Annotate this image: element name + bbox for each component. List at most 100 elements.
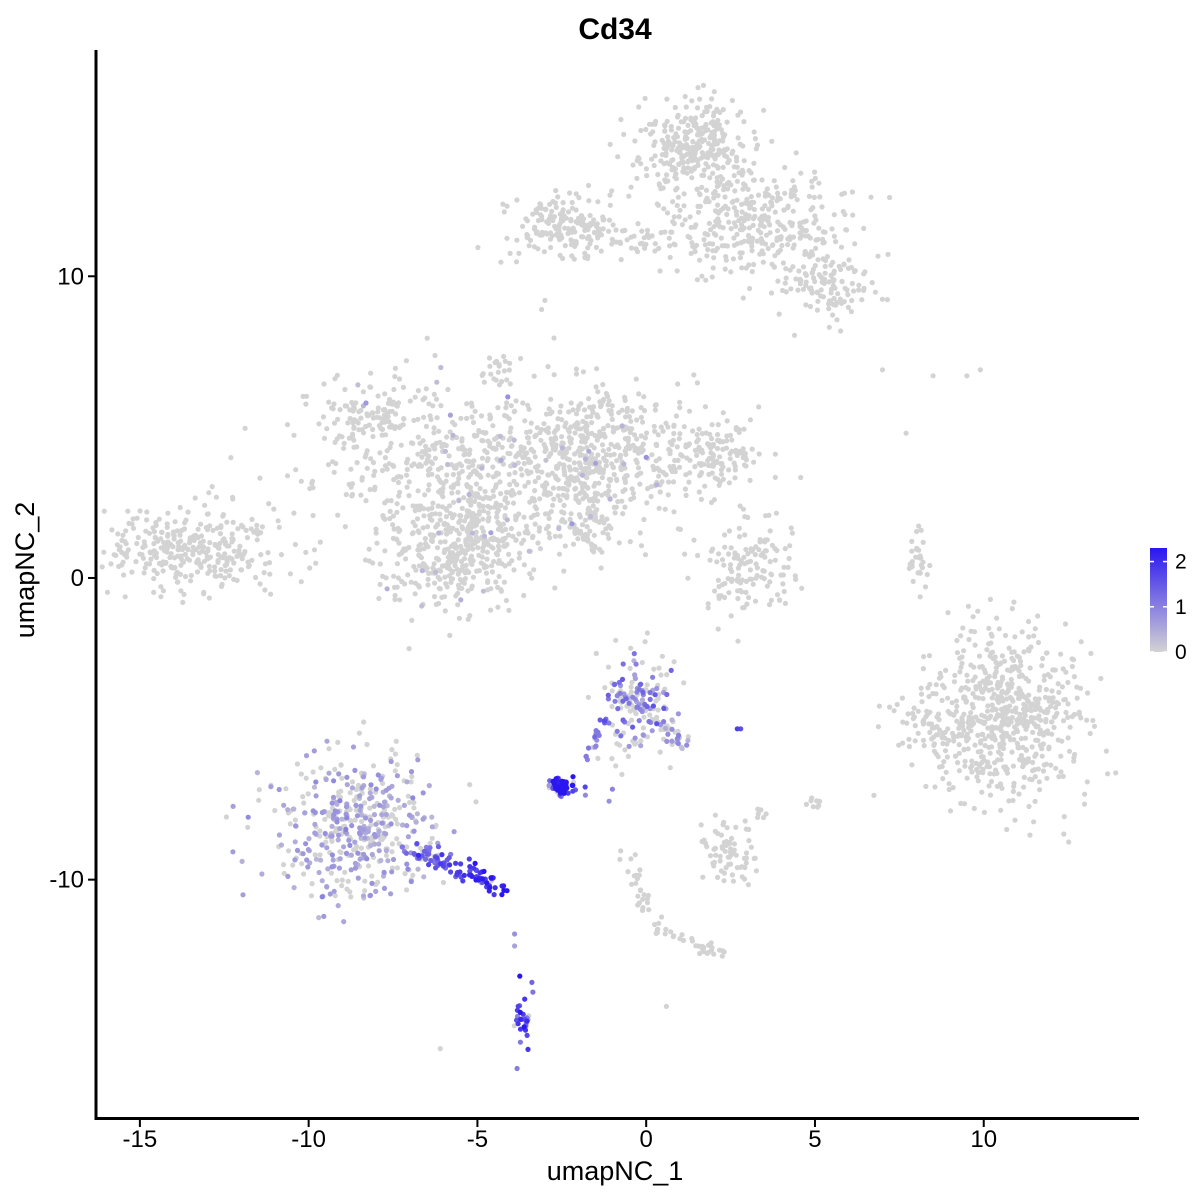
cell-point [789, 530, 796, 536]
cell-point [271, 506, 277, 512]
cell-point [222, 562, 228, 569]
cell-point [841, 299, 847, 305]
cell-point [504, 377, 510, 383]
cell-point [171, 536, 177, 542]
cell-point [492, 446, 498, 452]
cell-point [357, 825, 363, 831]
cell-point [633, 872, 639, 879]
cell-point [481, 533, 488, 539]
cell-point [318, 857, 324, 863]
cell-point [440, 879, 447, 886]
cell-point [1043, 716, 1049, 723]
cell-point [381, 869, 387, 876]
cell-point [616, 410, 622, 416]
cell-point [417, 547, 423, 553]
cell-point [238, 567, 245, 573]
cell-point [330, 794, 337, 801]
cell-point [452, 541, 458, 547]
cell-point [640, 419, 646, 425]
cell-point [906, 565, 912, 572]
cell-point [473, 877, 479, 883]
cell-point [758, 236, 764, 242]
cell-point [665, 492, 671, 498]
cell-point [453, 860, 459, 866]
cell-point [1049, 719, 1055, 725]
cell-point [706, 220, 713, 226]
cell-point [1021, 784, 1027, 790]
cell-point [1033, 724, 1039, 730]
cell-point [159, 529, 165, 535]
cell-point [702, 483, 708, 489]
cell-point [741, 158, 747, 164]
cell-point [587, 212, 593, 219]
cell-point [412, 394, 418, 400]
cell-point [576, 195, 582, 201]
cell-point [762, 548, 769, 554]
cell-point [125, 547, 131, 553]
cell-point [715, 626, 721, 632]
cell-point [412, 591, 418, 597]
cell-point [331, 778, 337, 784]
cell-point [206, 563, 212, 569]
cell-point [495, 369, 501, 375]
cell-point [974, 774, 980, 780]
cell-point [482, 488, 488, 495]
cell-point [337, 856, 343, 862]
cell-point [661, 145, 667, 151]
cell-point [648, 493, 654, 500]
cell-point [710, 170, 716, 176]
cell-point [596, 226, 602, 232]
cell-point [498, 259, 504, 265]
cell-point [487, 505, 493, 511]
cell-point [463, 451, 469, 457]
cell-point [1069, 714, 1075, 720]
cell-point [733, 447, 739, 453]
cell-point [594, 366, 600, 372]
cell-point [409, 773, 415, 780]
cell-point [633, 880, 639, 886]
cell-point [694, 380, 701, 386]
cell-point [879, 296, 886, 302]
cell-point [584, 524, 590, 530]
cell-point [939, 763, 945, 770]
cell-point [946, 781, 952, 787]
cell-point [455, 489, 461, 495]
cell-point [775, 219, 781, 225]
cell-point [354, 460, 360, 466]
cell-point [545, 425, 552, 431]
cell-point [331, 812, 337, 818]
cell-point [637, 481, 643, 487]
cell-point [236, 547, 242, 553]
cell-point [501, 368, 507, 374]
cell-point [699, 447, 705, 453]
cell-point [403, 556, 409, 562]
cell-point [745, 559, 751, 565]
cell-point [887, 704, 893, 710]
cell-point [676, 436, 682, 442]
cell-point [590, 503, 596, 509]
cell-point [793, 576, 799, 583]
cell-point [359, 785, 365, 791]
cell-point [1006, 645, 1012, 651]
cell-point [310, 769, 316, 775]
cell-point [493, 550, 499, 557]
cell-point [316, 869, 322, 876]
cell-point [959, 660, 965, 667]
cell-point [496, 363, 502, 369]
cell-point [619, 498, 625, 504]
cell-point [420, 525, 426, 531]
cell-point [379, 812, 385, 818]
cell-point [822, 263, 828, 269]
cell-point [772, 253, 778, 259]
cell-point [598, 248, 604, 254]
cell-point [745, 186, 751, 192]
cell-point [515, 450, 522, 456]
cell-point [779, 242, 785, 249]
cell-point [567, 190, 573, 196]
cell-point [229, 531, 235, 537]
cell-point [979, 712, 985, 718]
cell-point [516, 490, 523, 496]
cell-point [442, 574, 448, 580]
cell-point [721, 839, 728, 846]
cell-point [685, 122, 691, 128]
